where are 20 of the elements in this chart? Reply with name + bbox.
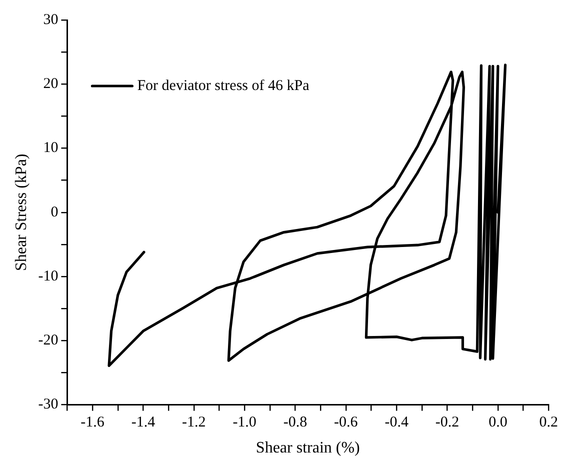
- x-tick-label: -0.4: [384, 414, 409, 431]
- x-tick-label: -1.4: [131, 414, 156, 431]
- y-tick-label: 20: [43, 76, 58, 92]
- y-tick-label: 10: [43, 140, 58, 156]
- x-tick-label: -0.6: [334, 414, 358, 431]
- y-tick-label: -30: [38, 396, 58, 413]
- x-tick-label: -1.2: [182, 414, 206, 431]
- x-tick-label: -0.8: [283, 414, 308, 431]
- x-axis-title: Shear strain (%): [256, 440, 360, 457]
- y-tick-label: 0: [50, 204, 58, 220]
- x-tick-label: 0.0: [488, 414, 508, 431]
- y-axis-title: Shear Stress (kPa): [12, 154, 30, 272]
- y-tick-label: -20: [38, 332, 58, 349]
- x-tick-label: -0.2: [435, 414, 460, 431]
- legend-label: For deviator stress of 46 kPa: [137, 78, 310, 94]
- x-tick-label: -1.0: [232, 414, 256, 431]
- y-tick-label: -10: [38, 268, 58, 284]
- y-tick-label: 30: [43, 12, 58, 28]
- x-tick-label: -1.6: [80, 414, 105, 431]
- x-tick-label: 0.2: [539, 414, 558, 431]
